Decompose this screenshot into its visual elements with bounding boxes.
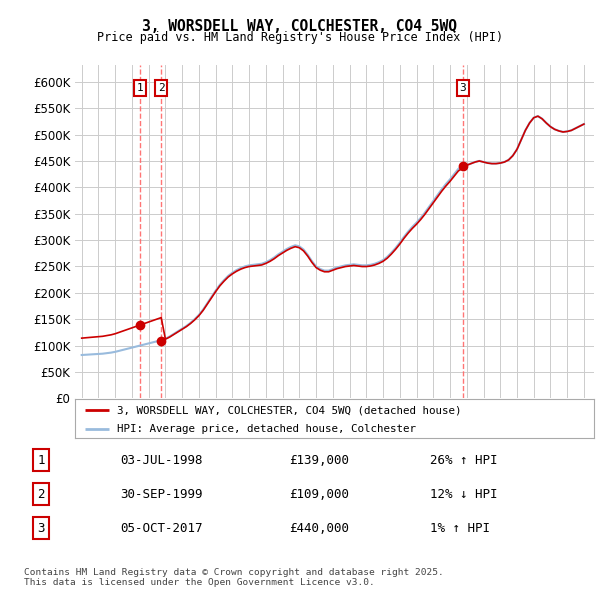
Text: 1: 1	[37, 454, 44, 467]
Text: 05-OCT-2017: 05-OCT-2017	[120, 522, 202, 535]
Text: 03-JUL-1998: 03-JUL-1998	[120, 454, 202, 467]
Text: 3, WORSDELL WAY, COLCHESTER, CO4 5WQ (detached house): 3, WORSDELL WAY, COLCHESTER, CO4 5WQ (de…	[116, 405, 461, 415]
Text: 2: 2	[158, 83, 164, 93]
Text: 1: 1	[137, 83, 143, 93]
Text: 30-SEP-1999: 30-SEP-1999	[120, 487, 202, 501]
Text: £139,000: £139,000	[289, 454, 349, 467]
Text: £109,000: £109,000	[289, 487, 349, 501]
Text: 3, WORSDELL WAY, COLCHESTER, CO4 5WQ: 3, WORSDELL WAY, COLCHESTER, CO4 5WQ	[143, 19, 458, 34]
Text: 12% ↓ HPI: 12% ↓ HPI	[430, 487, 497, 501]
Text: £440,000: £440,000	[289, 522, 349, 535]
Text: 1% ↑ HPI: 1% ↑ HPI	[430, 522, 490, 535]
Text: 3: 3	[460, 83, 466, 93]
Text: Price paid vs. HM Land Registry's House Price Index (HPI): Price paid vs. HM Land Registry's House …	[97, 31, 503, 44]
Text: 26% ↑ HPI: 26% ↑ HPI	[430, 454, 497, 467]
Text: Contains HM Land Registry data © Crown copyright and database right 2025.
This d: Contains HM Land Registry data © Crown c…	[24, 568, 444, 587]
Text: HPI: Average price, detached house, Colchester: HPI: Average price, detached house, Colc…	[116, 424, 416, 434]
Text: 2: 2	[37, 487, 44, 501]
Text: 3: 3	[37, 522, 44, 535]
